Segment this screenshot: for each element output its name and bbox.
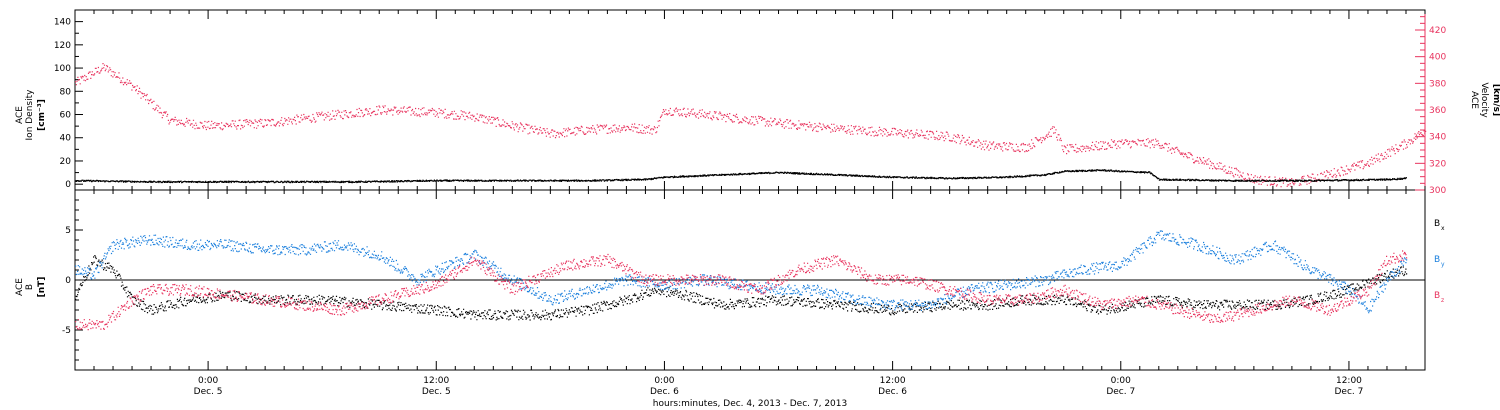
velocity-axis-title-line2: Velocity	[1479, 82, 1489, 118]
velocity-tick-label: 360	[1429, 106, 1446, 116]
top-panel-data	[75, 63, 1427, 188]
density-axis-title-line2: Ion Density	[25, 89, 35, 141]
time-tick-label: 12:00	[423, 376, 449, 386]
density-axis: 0 20 40 60 80 100 120 140	[54, 18, 83, 190]
b-field-tick-label: 0	[65, 276, 71, 286]
date-tick-label: Dec. 6	[878, 387, 907, 397]
velocity-tick-label: 300	[1429, 186, 1446, 196]
velocity-tick-label: 380	[1429, 79, 1446, 89]
x-axis-title: hours:minutes, Dec. 4, 2013 - Dec. 7, 20…	[653, 399, 847, 409]
b-field-axis: -5 0 5	[62, 199, 1425, 361]
velocity-axis-title: ACE Velocity [km/s]	[1469, 82, 1500, 118]
b-field-axis-title: ACE B [nT]	[15, 277, 47, 298]
time-tick-label: 12:00	[880, 376, 906, 386]
bottom-panel-data	[75, 230, 1408, 331]
velocity-axis: 300 320 340 360 380 400 420	[1415, 16, 1446, 196]
velocity-axis-unit: [km/s]	[1491, 84, 1500, 116]
date-tick-label: Dec. 6	[650, 387, 679, 397]
by-series	[75, 230, 1408, 314]
density-tick-label: 140	[54, 18, 71, 28]
date-tick-label: Dec. 5	[194, 387, 223, 397]
density-tick-label: 100	[54, 64, 71, 74]
density-tick-label: 20	[60, 157, 72, 167]
bx-series	[75, 255, 1408, 321]
top-panel-frame	[74, 9, 1426, 191]
density-tick-label: 60	[60, 111, 72, 121]
legend-bz-label: B	[1434, 291, 1440, 301]
time-tick-label: 12:00	[1336, 376, 1362, 386]
density-axis-title: ACE Ion Density [cm⁻³]	[15, 89, 47, 141]
velocity-tick-label: 420	[1429, 26, 1446, 36]
bz-series	[75, 250, 1408, 331]
legend-bz-sub: z	[1441, 297, 1444, 304]
date-tick-label: Dec. 7	[1106, 387, 1135, 397]
time-tick-label: 0:00	[1111, 376, 1131, 386]
b-field-axis-title-line1: ACE	[15, 278, 25, 296]
velocity-tick-label: 320	[1429, 159, 1446, 169]
legend-by-label: B	[1434, 255, 1440, 265]
legend-bx-label: B	[1434, 219, 1440, 229]
b-field-legend: B x B y B z	[1434, 219, 1445, 304]
legend-bx-sub: x	[1441, 225, 1445, 232]
date-tick-label: Dec. 5	[422, 387, 451, 397]
velocity-tick-label: 340	[1429, 133, 1446, 143]
b-field-tick-label: -5	[62, 326, 71, 336]
velocity-axis-title-line1: ACE	[1469, 91, 1479, 109]
b-field-axis-unit: [nT]	[37, 277, 47, 298]
density-series	[75, 169, 1407, 184]
date-tick-label: Dec. 7	[1335, 387, 1364, 397]
density-tick-label: 40	[60, 134, 72, 144]
velocity-tick-label: 400	[1429, 53, 1446, 63]
b-field-tick-label: 5	[65, 226, 71, 236]
density-tick-label: 120	[54, 41, 71, 51]
velocity-series	[75, 63, 1427, 188]
b-field-axis-title-line2: B	[25, 284, 35, 290]
density-axis-unit: [cm⁻³]	[37, 99, 47, 131]
density-tick-label: 80	[60, 87, 72, 97]
density-tick-label: 0	[65, 180, 71, 190]
time-tick-label: 0:00	[198, 376, 218, 386]
density-axis-title-line1: ACE	[15, 106, 25, 124]
time-tick-label: 0:00	[654, 376, 674, 386]
legend-by-sub: y	[1441, 261, 1445, 268]
